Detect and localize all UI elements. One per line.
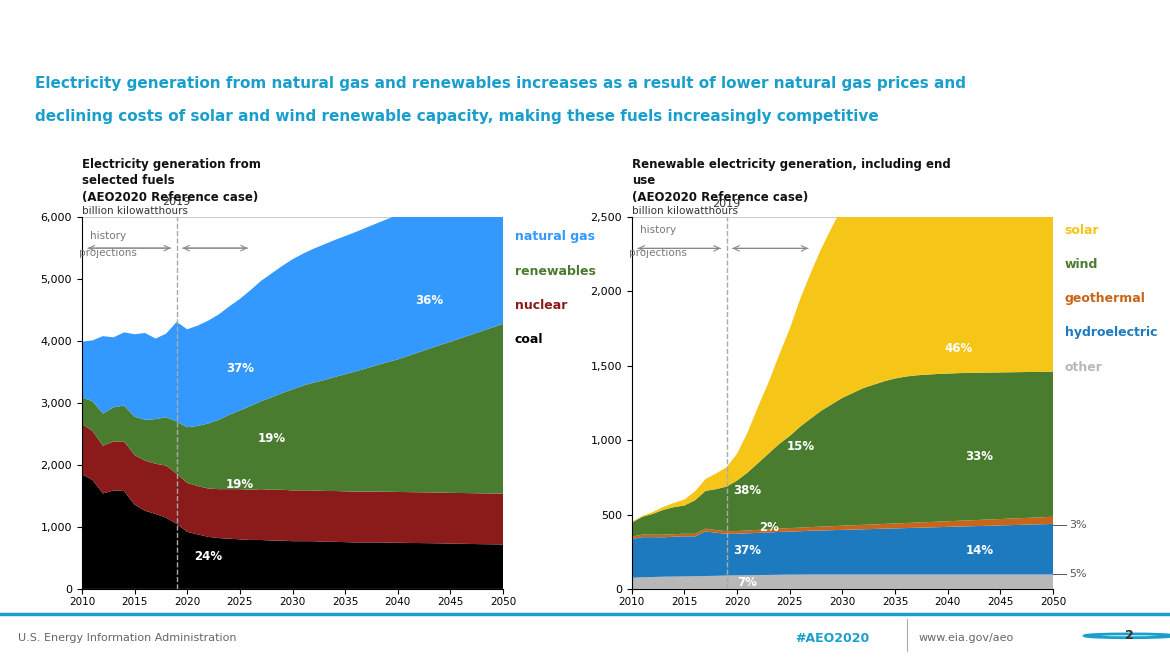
Text: 36%: 36% [415, 294, 443, 307]
Circle shape [0, 10, 417, 39]
Text: 14%: 14% [965, 544, 993, 557]
Text: 46%: 46% [944, 342, 972, 355]
Text: coal: coal [515, 333, 543, 346]
Text: other: other [1065, 361, 1102, 374]
Text: selected fuels: selected fuels [82, 174, 174, 188]
Text: projections: projections [80, 247, 137, 257]
Circle shape [0, 10, 546, 39]
Text: 5%: 5% [1069, 569, 1087, 580]
Text: 15%: 15% [786, 440, 814, 453]
Text: billion kilowatthours: billion kilowatthours [82, 206, 188, 216]
Text: 2019: 2019 [713, 199, 741, 209]
Text: hydroelectric: hydroelectric [1065, 326, 1157, 340]
Circle shape [104, 10, 806, 39]
Circle shape [624, 10, 1170, 39]
Text: 2019: 2019 [163, 197, 191, 207]
Text: 3%: 3% [1069, 520, 1087, 530]
Text: 2%: 2% [759, 520, 778, 534]
Text: declining costs of solar and wind renewable capacity, making these fuels increas: declining costs of solar and wind renewa… [35, 109, 879, 124]
Text: Electricity generation from natural gas and renewables increases as a result of : Electricity generation from natural gas … [35, 76, 966, 91]
Text: 37%: 37% [734, 544, 762, 557]
Text: 33%: 33% [965, 450, 993, 463]
Circle shape [494, 10, 1170, 39]
Text: use: use [632, 174, 655, 188]
Circle shape [1085, 634, 1170, 638]
Text: history: history [640, 226, 676, 236]
Circle shape [234, 10, 936, 39]
Circle shape [0, 10, 676, 39]
Text: projections: projections [629, 248, 687, 258]
Text: geothermal: geothermal [1065, 292, 1145, 305]
Text: Electricity generation from: Electricity generation from [82, 158, 261, 171]
Text: Renewable electricity generation, including end: Renewable electricity generation, includ… [632, 158, 950, 171]
Text: nuclear: nuclear [515, 299, 567, 312]
Text: billion kilowatthours: billion kilowatthours [632, 206, 738, 216]
Text: 7%: 7% [738, 576, 757, 589]
Circle shape [364, 10, 1066, 39]
Text: 24%: 24% [194, 549, 222, 563]
Text: #AEO2020: #AEO2020 [796, 632, 869, 645]
Text: U.S. Energy Information Administration: U.S. Energy Information Administration [18, 633, 236, 644]
Text: (AEO2020 Reference case): (AEO2020 Reference case) [632, 191, 808, 204]
Text: 2: 2 [1124, 629, 1134, 642]
Text: history: history [90, 231, 126, 241]
Text: 19%: 19% [257, 432, 285, 445]
Circle shape [753, 10, 1170, 39]
Text: (AEO2020 Reference case): (AEO2020 Reference case) [82, 191, 259, 204]
Text: natural gas: natural gas [515, 230, 594, 243]
Text: 19%: 19% [226, 478, 254, 492]
Text: wind: wind [1065, 258, 1099, 271]
Text: 37%: 37% [226, 363, 254, 376]
Text: 38%: 38% [734, 484, 762, 497]
Text: renewables: renewables [515, 265, 596, 278]
Text: solar: solar [1065, 224, 1100, 237]
Text: www.eia.gov/aeo: www.eia.gov/aeo [918, 633, 1013, 644]
